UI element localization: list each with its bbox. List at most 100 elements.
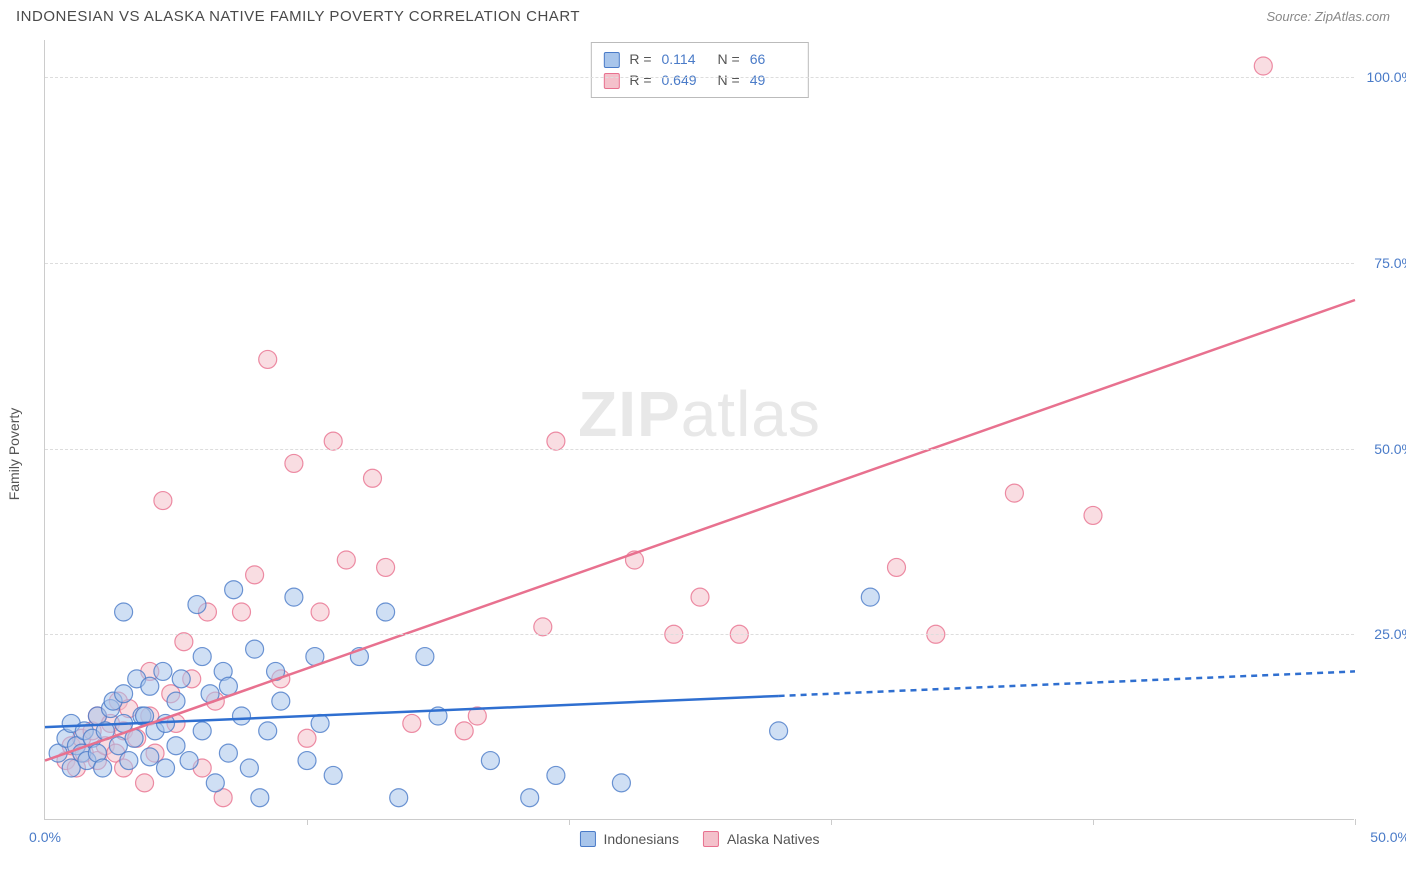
data-point <box>311 714 329 732</box>
chart-header: INDONESIAN VS ALASKA NATIVE FAMILY POVER… <box>0 0 1406 29</box>
data-point <box>612 774 630 792</box>
data-point <box>233 707 251 725</box>
ytick-label: 75.0% <box>1374 255 1406 271</box>
stat-label-r: R = <box>629 70 651 91</box>
source-attribution: Source: ZipAtlas.com <box>1266 9 1390 24</box>
data-point <box>94 759 112 777</box>
data-point <box>298 729 316 747</box>
data-point <box>115 603 133 621</box>
data-point <box>206 774 224 792</box>
stat-r-indonesians: 0.114 <box>662 49 708 70</box>
chart-plot-area: ZIPatlas R = 0.114 N = 66 R = 0.649 N = … <box>44 40 1354 820</box>
data-point <box>547 432 565 450</box>
data-point <box>390 789 408 807</box>
data-point <box>180 752 198 770</box>
data-point <box>691 588 709 606</box>
xtick <box>1355 819 1356 825</box>
data-point <box>481 752 499 770</box>
data-point <box>219 744 237 762</box>
correlation-stats-box: R = 0.114 N = 66 R = 0.649 N = 49 <box>590 42 808 98</box>
legend-label-indonesians: Indonesians <box>603 831 679 847</box>
data-point <box>455 722 473 740</box>
gridline-h <box>45 634 1354 635</box>
swatch-alaska <box>603 73 619 89</box>
data-point <box>337 551 355 569</box>
legend-label-alaska: Alaska Natives <box>727 831 820 847</box>
stats-row-indonesians: R = 0.114 N = 66 <box>603 49 795 70</box>
xtick-label: 50.0% <box>1370 829 1406 845</box>
data-point <box>115 685 133 703</box>
gridline-h <box>45 263 1354 264</box>
ytick-label: 100.0% <box>1367 69 1406 85</box>
data-point <box>377 558 395 576</box>
data-point <box>1005 484 1023 502</box>
data-point <box>521 789 539 807</box>
data-point <box>193 648 211 666</box>
data-point <box>888 558 906 576</box>
data-point <box>285 588 303 606</box>
data-point <box>246 640 264 658</box>
stat-n-indonesians: 66 <box>750 49 796 70</box>
data-point <box>311 603 329 621</box>
data-point <box>324 766 342 784</box>
data-point <box>154 662 172 680</box>
xtick <box>569 819 570 825</box>
data-point <box>120 752 138 770</box>
data-point <box>861 588 879 606</box>
data-point <box>193 722 211 740</box>
data-point <box>167 692 185 710</box>
data-point <box>1084 506 1102 524</box>
data-point <box>136 774 154 792</box>
data-point <box>534 618 552 636</box>
data-point <box>233 603 251 621</box>
gridline-h <box>45 449 1354 450</box>
ytick-label: 50.0% <box>1374 441 1406 457</box>
data-point <box>175 633 193 651</box>
legend-item-indonesians: Indonesians <box>579 831 679 847</box>
stat-n-alaska: 49 <box>750 70 796 91</box>
data-point <box>240 759 258 777</box>
data-point <box>403 714 421 732</box>
scatter-svg <box>45 40 1354 819</box>
data-point <box>141 677 159 695</box>
xtick-label: 0.0% <box>29 829 61 845</box>
legend-swatch-alaska <box>703 831 719 847</box>
legend-item-alaska: Alaska Natives <box>703 831 820 847</box>
data-point <box>167 737 185 755</box>
data-point <box>770 722 788 740</box>
data-point <box>259 722 277 740</box>
data-point <box>285 454 303 472</box>
data-point <box>377 603 395 621</box>
data-point <box>251 789 269 807</box>
swatch-indonesians <box>603 52 619 68</box>
xtick <box>831 819 832 825</box>
xtick <box>307 819 308 825</box>
legend-swatch-indonesians <box>579 831 595 847</box>
stat-label-n: N = <box>718 70 740 91</box>
stat-label-n: N = <box>718 49 740 70</box>
gridline-h <box>45 77 1354 78</box>
stats-row-alaska: R = 0.649 N = 49 <box>603 70 795 91</box>
series-legend: Indonesians Alaska Natives <box>579 831 819 847</box>
data-point <box>154 492 172 510</box>
stat-r-alaska: 0.649 <box>662 70 708 91</box>
data-point <box>324 432 342 450</box>
data-point <box>259 350 277 368</box>
data-point <box>298 752 316 770</box>
data-point <box>1254 57 1272 75</box>
data-point <box>172 670 190 688</box>
trendline <box>45 300 1355 761</box>
xtick <box>1093 819 1094 825</box>
data-point <box>225 581 243 599</box>
data-point <box>547 766 565 784</box>
data-point <box>416 648 434 666</box>
stat-label-r: R = <box>629 49 651 70</box>
data-point <box>246 566 264 584</box>
chart-title: INDONESIAN VS ALASKA NATIVE FAMILY POVER… <box>16 8 580 25</box>
data-point <box>157 759 175 777</box>
data-point <box>364 469 382 487</box>
y-axis-label: Family Poverty <box>6 408 22 501</box>
data-point <box>141 748 159 766</box>
trendline <box>779 671 1355 696</box>
ytick-label: 25.0% <box>1374 626 1406 642</box>
